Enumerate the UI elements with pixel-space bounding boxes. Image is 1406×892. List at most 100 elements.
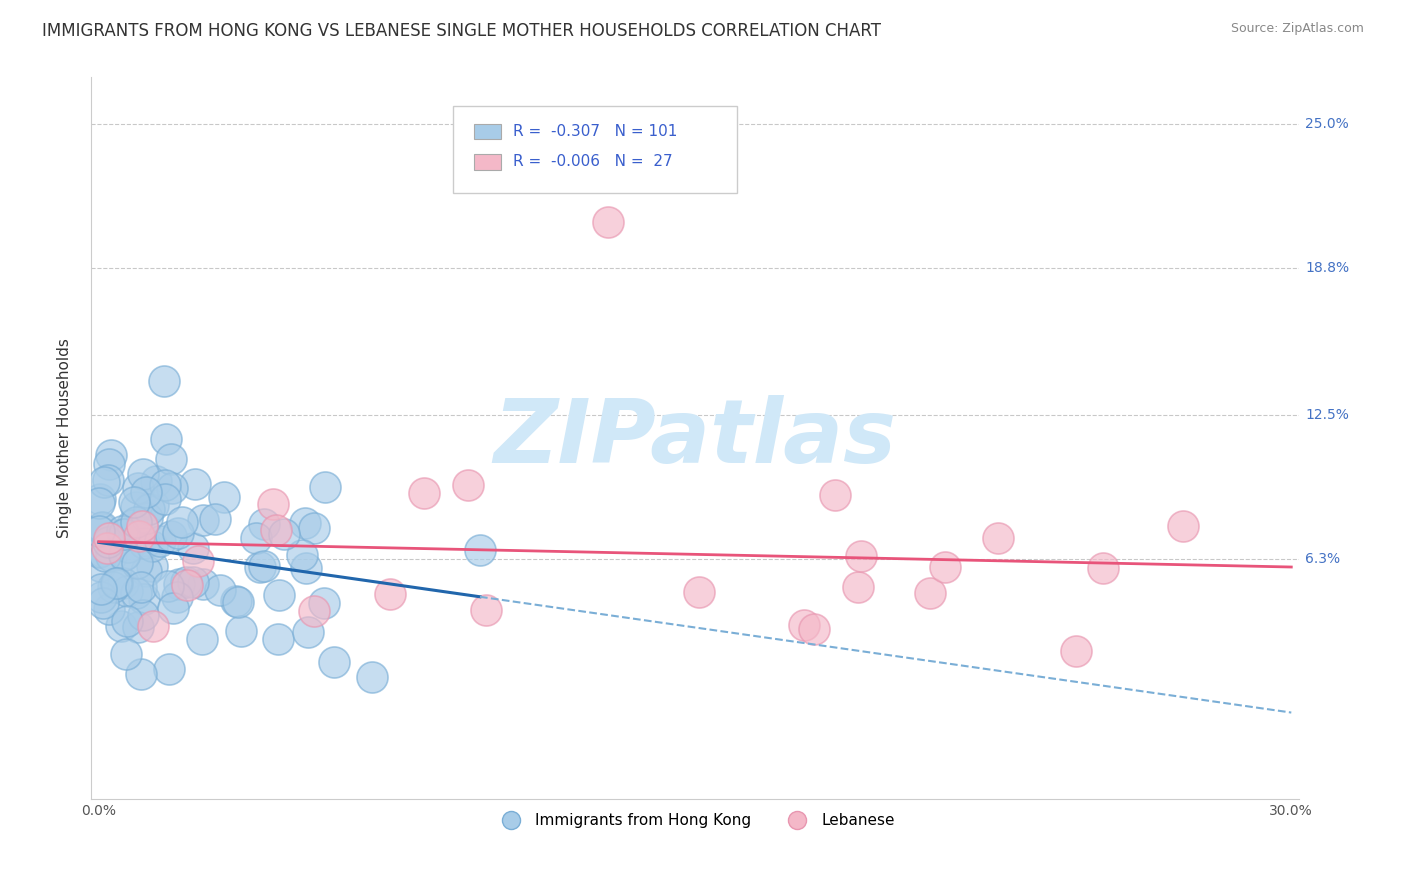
Point — [273, 527, 295, 541]
Point — [96, 534, 118, 549]
Point — [90, 543, 112, 558]
Point — [93, 475, 115, 489]
Y-axis label: Single Mother Households: Single Mother Households — [58, 338, 72, 538]
Point — [262, 497, 284, 511]
Text: R =  -0.006   N =  27: R = -0.006 N = 27 — [513, 154, 672, 169]
Point — [920, 586, 942, 600]
Point — [1064, 643, 1087, 657]
Point — [112, 575, 135, 590]
Point — [269, 587, 291, 601]
Point — [226, 595, 249, 609]
Point — [209, 582, 232, 597]
Point — [157, 662, 180, 676]
Point — [89, 491, 111, 506]
Point — [91, 520, 114, 534]
Point — [245, 531, 267, 545]
Point — [304, 604, 326, 618]
Point — [160, 451, 183, 466]
Text: Source: ZipAtlas.com: Source: ZipAtlas.com — [1230, 22, 1364, 36]
Point — [153, 492, 176, 507]
Point — [129, 580, 152, 594]
Point — [302, 521, 325, 535]
Point — [204, 512, 226, 526]
Text: IMMIGRANTS FROM HONG KONG VS LEBANESE SINGLE MOTHER HOUSEHOLDS CORRELATION CHART: IMMIGRANTS FROM HONG KONG VS LEBANESE SI… — [42, 22, 882, 40]
Point — [90, 590, 112, 604]
Point — [127, 481, 149, 495]
Point — [135, 485, 157, 500]
Point — [212, 490, 235, 504]
Point — [846, 580, 869, 594]
Point — [138, 502, 160, 516]
Point — [849, 549, 872, 563]
Point — [129, 667, 152, 681]
Point — [413, 486, 436, 500]
Point — [127, 556, 149, 570]
Point — [596, 215, 619, 229]
Point — [174, 575, 197, 590]
Point — [253, 517, 276, 532]
Point — [91, 597, 114, 611]
Point — [100, 549, 122, 564]
FancyBboxPatch shape — [453, 106, 737, 193]
Point — [90, 521, 112, 535]
Point — [117, 584, 139, 599]
Point — [135, 564, 157, 578]
Point — [172, 515, 194, 529]
Point — [111, 527, 134, 541]
Point — [193, 513, 215, 527]
Point — [97, 531, 120, 545]
Point — [187, 554, 209, 568]
Text: 18.8%: 18.8% — [1305, 261, 1350, 276]
Point — [149, 534, 172, 549]
Point — [1171, 519, 1194, 533]
Point — [162, 600, 184, 615]
Point — [98, 458, 121, 472]
Point — [183, 541, 205, 556]
Point — [160, 529, 183, 543]
Point — [112, 527, 135, 541]
Point — [142, 619, 165, 633]
Point — [253, 558, 276, 573]
Point — [89, 524, 111, 539]
Point — [934, 560, 956, 574]
Point — [191, 632, 214, 646]
Point — [132, 535, 155, 549]
Point — [225, 594, 247, 608]
Point — [87, 545, 110, 559]
Point — [121, 518, 143, 533]
Point — [110, 619, 132, 633]
Point — [132, 608, 155, 623]
Point — [793, 617, 815, 632]
Point — [229, 624, 252, 638]
Point — [132, 467, 155, 481]
Point — [112, 548, 135, 562]
Point — [90, 582, 112, 596]
Point — [155, 478, 177, 492]
Point — [803, 622, 825, 636]
Text: 12.5%: 12.5% — [1305, 408, 1350, 422]
Point — [267, 632, 290, 647]
Point — [266, 523, 288, 537]
Point — [380, 587, 402, 601]
Point — [987, 531, 1010, 545]
Point — [104, 576, 127, 591]
Point — [294, 516, 316, 530]
Point — [156, 579, 179, 593]
FancyBboxPatch shape — [474, 154, 501, 169]
Point — [114, 547, 136, 561]
Point — [824, 488, 846, 502]
Point — [105, 576, 128, 591]
Point — [167, 525, 190, 540]
Point — [141, 539, 163, 553]
Point — [97, 473, 120, 487]
Text: 6.3%: 6.3% — [1305, 552, 1340, 566]
Point — [193, 577, 215, 591]
Point — [468, 542, 491, 557]
Text: ZIPatlas: ZIPatlas — [494, 394, 897, 482]
Point — [323, 655, 346, 669]
FancyBboxPatch shape — [474, 124, 501, 139]
Point — [162, 481, 184, 495]
Point — [134, 592, 156, 607]
Point — [87, 496, 110, 510]
Point — [145, 475, 167, 489]
